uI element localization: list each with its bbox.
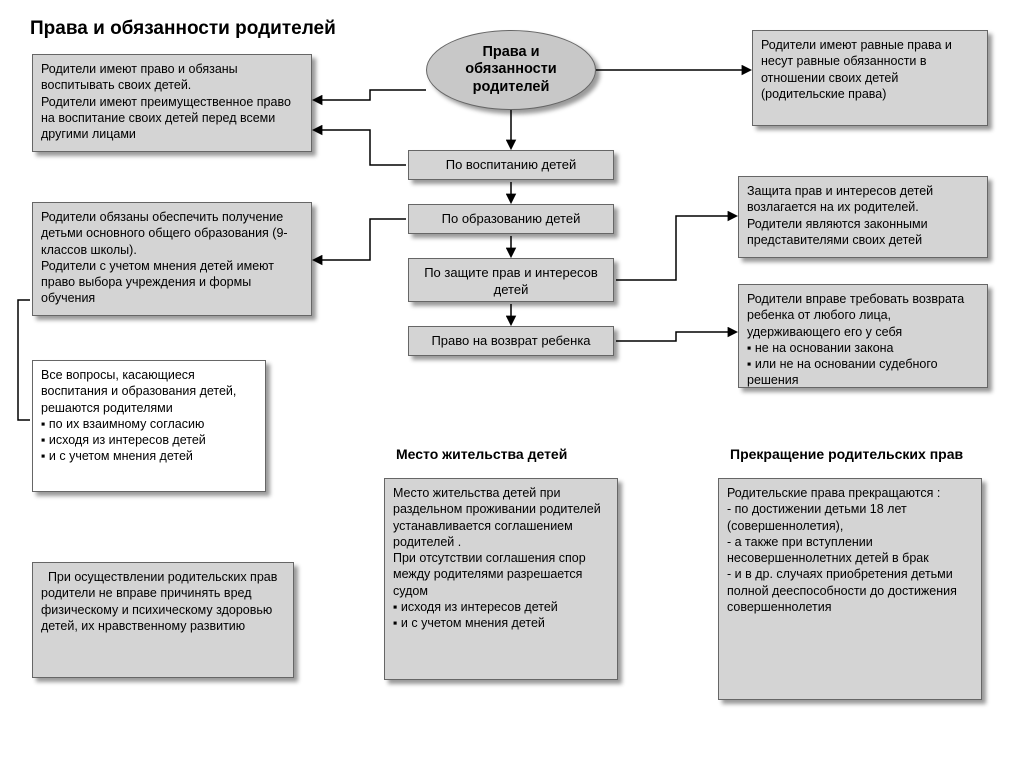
page-title: Права и обязанности родителей xyxy=(30,18,336,40)
right-box-1: Родители имеют равные права и несут равн… xyxy=(752,30,988,126)
right-box-2-text: Защита прав и интересов детей возлагаетс… xyxy=(739,177,987,254)
cat-return-label: Право на возврат ребенка xyxy=(409,327,613,356)
oval-main: Права иобязанностиродителей xyxy=(426,30,596,110)
left-box-2: Родители обязаны обеспечить получение де… xyxy=(32,202,312,316)
bottom-box-1-text: Место жительства детей при раздельном пр… xyxy=(385,479,617,637)
left-box-3: Все вопросы, касающиеся воспитания и обр… xyxy=(32,360,266,492)
bottom-box-2: Родительские права прекращаются :- по до… xyxy=(718,478,982,700)
left-box-3-text: Все вопросы, касающиеся воспитания и обр… xyxy=(33,361,265,471)
left-box-4-text: При осуществлении родительских прав роди… xyxy=(33,563,293,640)
cat-upbringing-label: По воспитанию детей xyxy=(409,151,613,180)
cat-education: По образованию детей xyxy=(408,204,614,234)
left-box-2-text: Родители обязаны обеспечить получение де… xyxy=(33,203,311,313)
left-box-1: Родители имеют право и обязаны воспитыва… xyxy=(32,54,312,152)
right-box-1-text: Родители имеют равные права и несут равн… xyxy=(753,31,987,108)
left-box-1-text: Родители имеют право и обязаны воспитыва… xyxy=(33,55,311,148)
cat-education-label: По образованию детей xyxy=(409,205,613,234)
bottom-box-2-text: Родительские права прекращаются :- по до… xyxy=(719,479,981,621)
cat-protection-label: По защите прав и интересов детей xyxy=(409,259,613,305)
subtitle-residence: Место жительства детей xyxy=(396,446,567,462)
right-box-3-text: Родители вправе требовать возврата ребен… xyxy=(739,285,987,395)
cat-upbringing: По воспитанию детей xyxy=(408,150,614,180)
right-box-2: Защита прав и интересов детей возлагаетс… xyxy=(738,176,988,258)
cat-protection: По защите прав и интересов детей xyxy=(408,258,614,302)
left-box-4: При осуществлении родительских прав роди… xyxy=(32,562,294,678)
cat-return: Право на возврат ребенка xyxy=(408,326,614,356)
right-box-3: Родители вправе требовать возврата ребен… xyxy=(738,284,988,388)
subtitle-termination: Прекращение родительских прав xyxy=(730,446,963,462)
bottom-box-1: Место жительства детей при раздельном пр… xyxy=(384,478,618,680)
